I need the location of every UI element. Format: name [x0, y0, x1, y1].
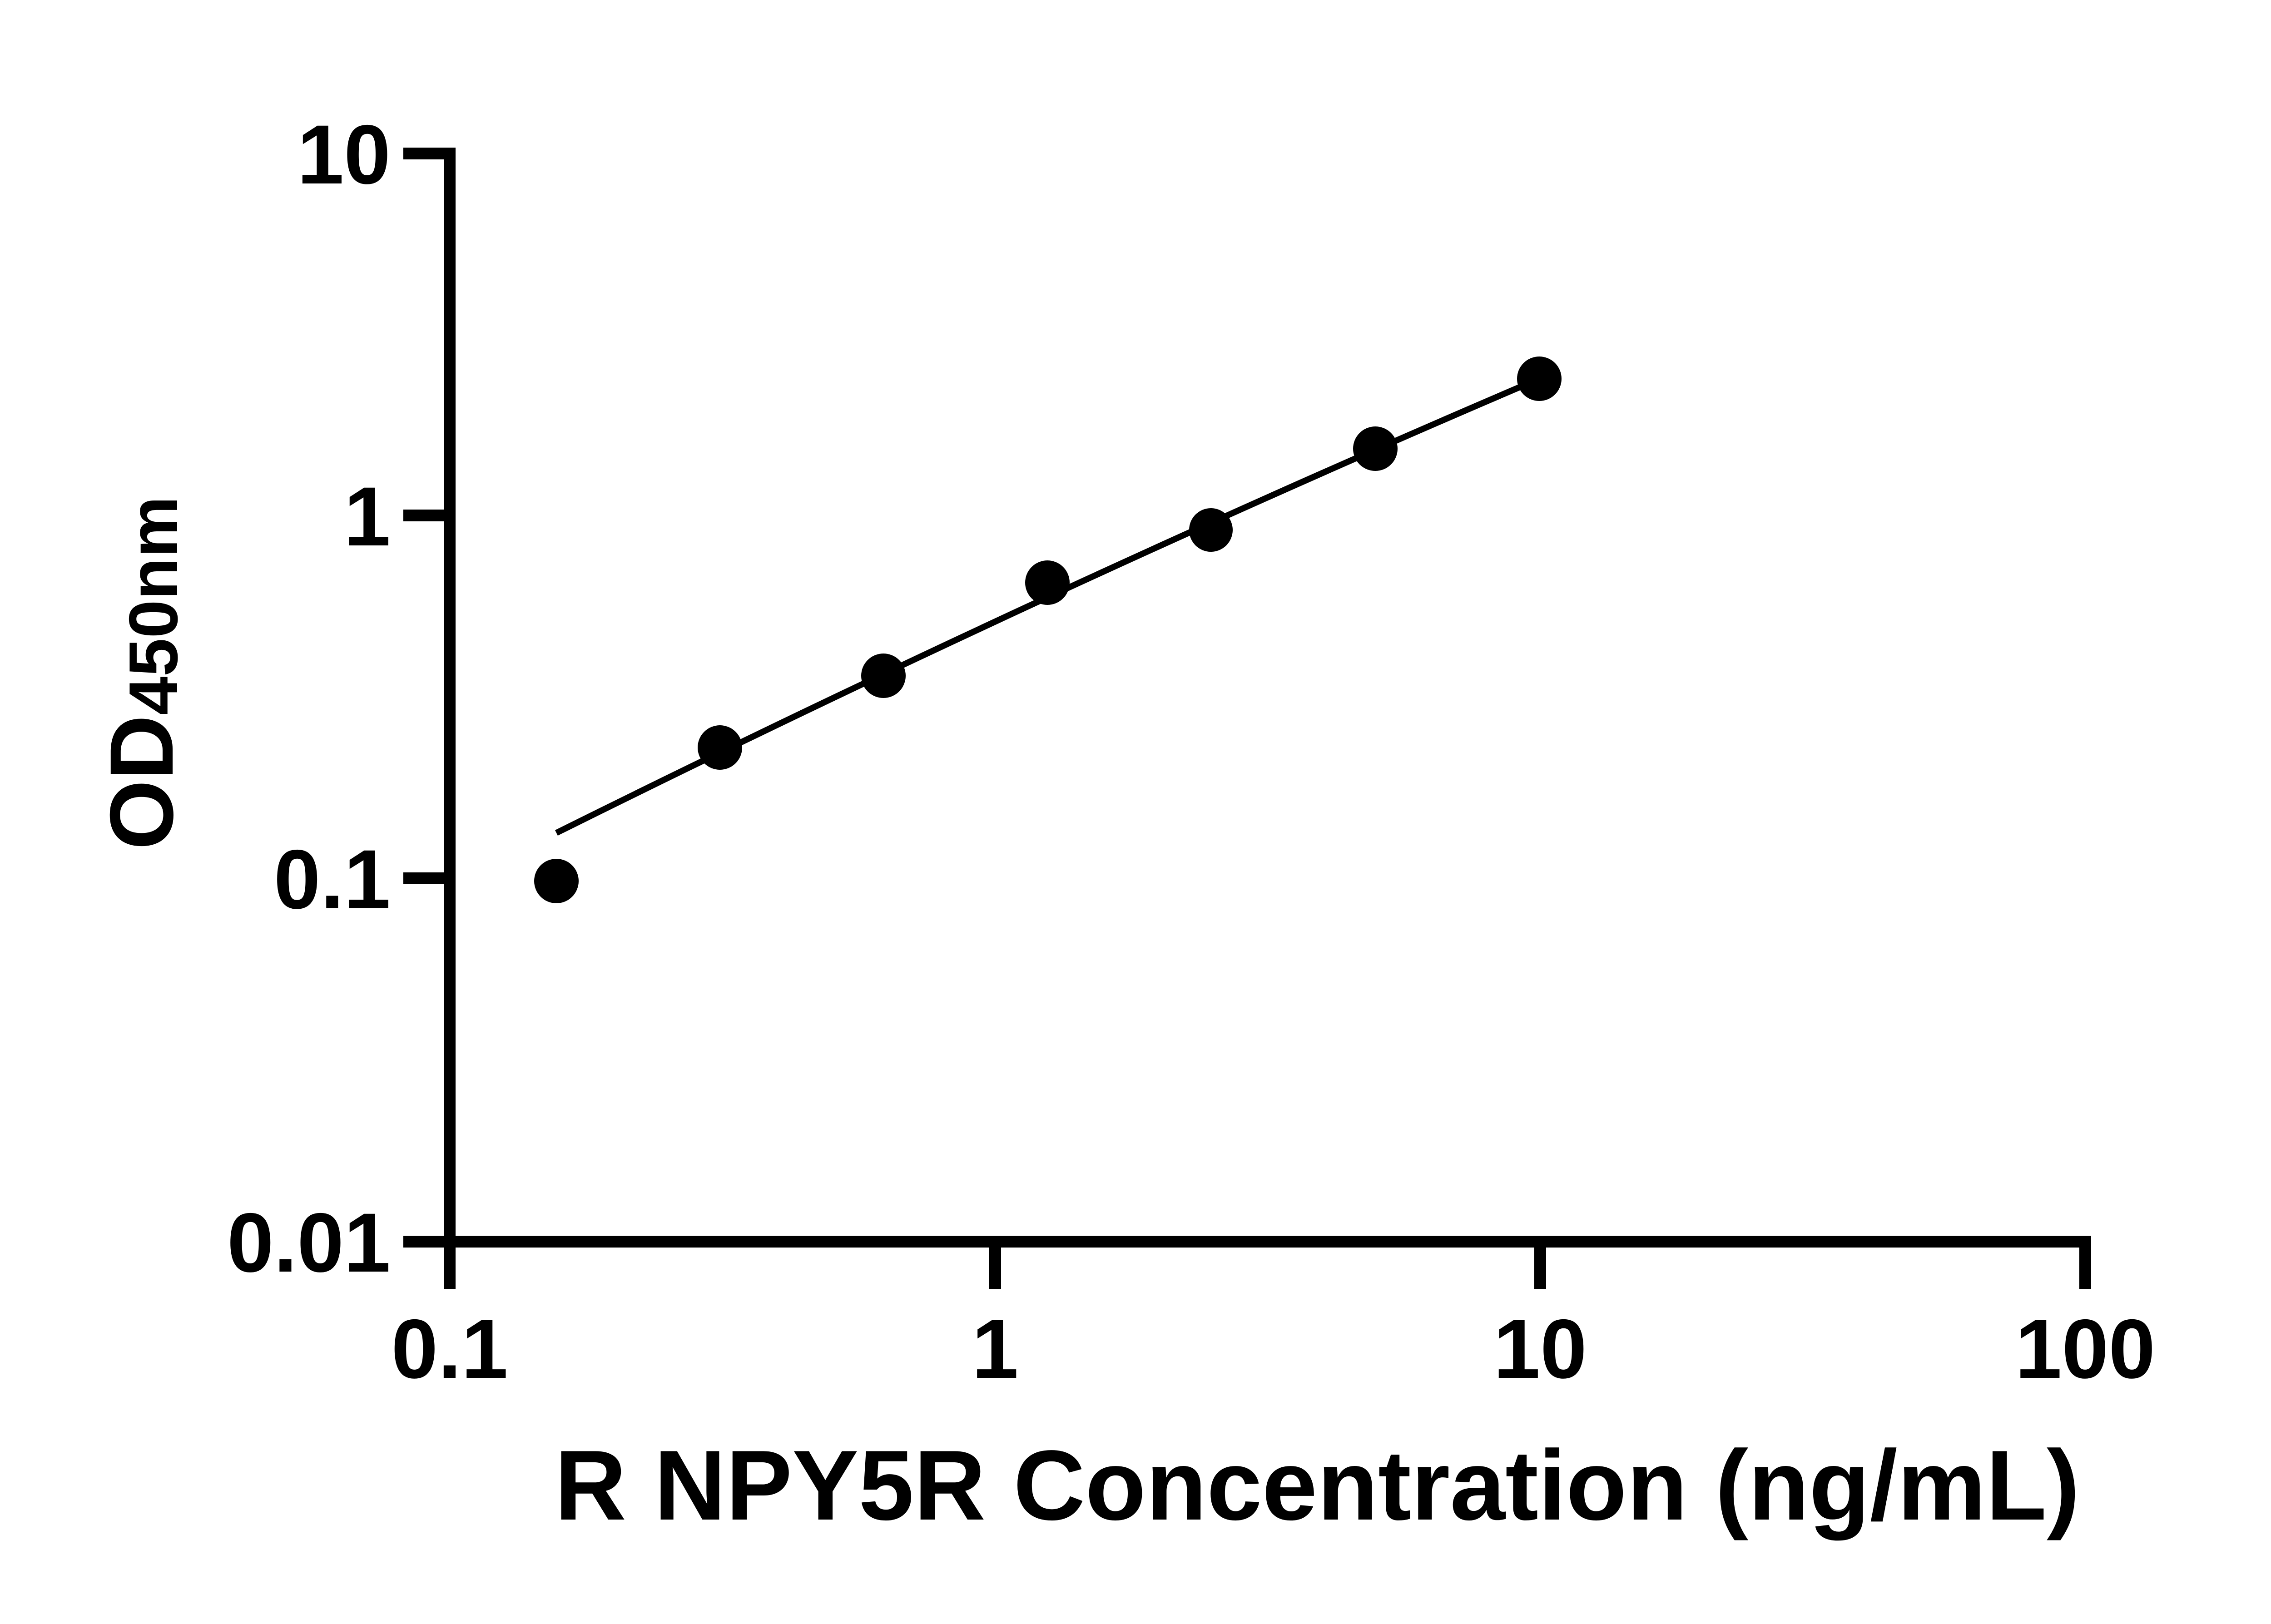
svg-text:1: 1 — [344, 470, 391, 564]
svg-text:1: 1 — [972, 1302, 1019, 1396]
svg-text:0.1: 0.1 — [391, 1302, 508, 1396]
svg-text:0.01: 0.01 — [227, 1196, 391, 1290]
svg-text:OD450nm: OD450nm — [91, 496, 192, 850]
svg-text:10: 10 — [1493, 1302, 1587, 1396]
svg-text:10: 10 — [297, 108, 391, 202]
svg-text:100: 100 — [2015, 1302, 2156, 1396]
svg-text:R NPY5R Concentration (ng/mL): R NPY5R Concentration (ng/mL) — [555, 1430, 2080, 1541]
svg-text:0.1: 0.1 — [274, 833, 391, 926]
